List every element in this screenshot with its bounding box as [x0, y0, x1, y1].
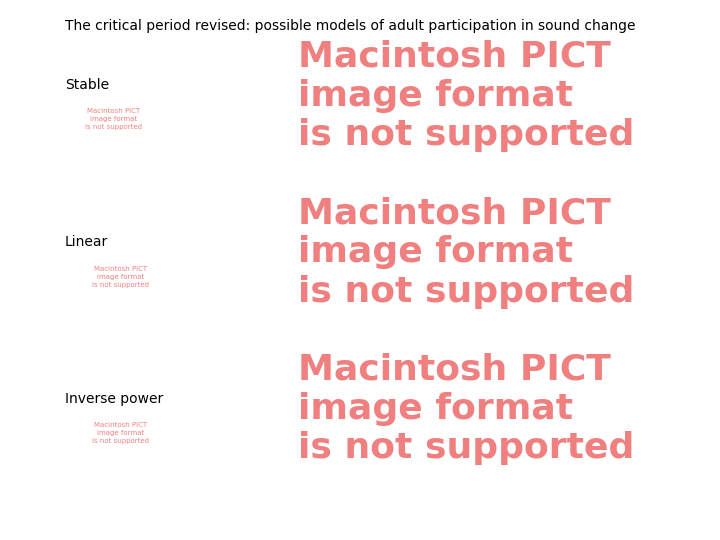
Text: Macintosh PICT
image format
is not supported: Macintosh PICT image format is not suppo… [298, 196, 634, 309]
Text: Stable: Stable [65, 78, 109, 92]
Text: Macintosh PICT
image format
is not supported: Macintosh PICT image format is not suppo… [92, 266, 149, 288]
Text: Macintosh PICT
image format
is not supported: Macintosh PICT image format is not suppo… [85, 108, 142, 130]
Text: Inverse power: Inverse power [65, 392, 163, 406]
Text: Linear: Linear [65, 235, 108, 249]
Text: The critical period revised: possible models of adult participation in sound cha: The critical period revised: possible mo… [65, 19, 635, 33]
Text: Macintosh PICT
image format
is not supported: Macintosh PICT image format is not suppo… [298, 39, 634, 152]
Text: Macintosh PICT
image format
is not supported: Macintosh PICT image format is not suppo… [298, 353, 634, 465]
Text: Macintosh PICT
image format
is not supported: Macintosh PICT image format is not suppo… [92, 422, 149, 444]
